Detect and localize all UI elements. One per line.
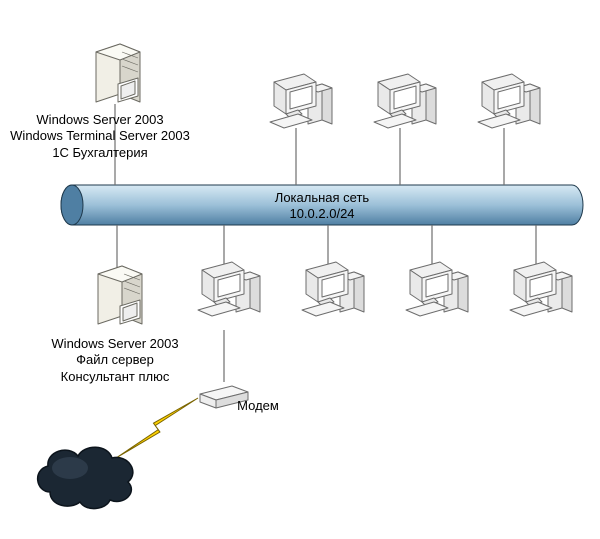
pc-icon <box>196 258 268 328</box>
node-label-srv2: Windows Server 2003Файл серверКонсультан… <box>15 336 215 385</box>
pc-icon <box>508 258 580 328</box>
node-label-line: Windows Server 2003 <box>15 336 215 352</box>
pc-icon <box>300 258 372 328</box>
pc-icon <box>268 70 340 140</box>
bus-label-line2: 10.0.2.0/24 <box>289 206 354 221</box>
node-label-modem: Модем <box>158 398 358 414</box>
node-label-line: 1С Бухгалтерия <box>0 145 200 161</box>
node-label-line: Консультант плюс <box>15 369 215 385</box>
server-icon <box>86 40 156 118</box>
node-label-srv1: Windows Server 2003Windows Terminal Serv… <box>0 112 200 161</box>
pc-icon <box>404 258 476 328</box>
cloud-icon <box>30 442 150 522</box>
pc-icon <box>476 70 548 140</box>
node-label-line: Windows Terminal Server 2003 <box>0 128 200 144</box>
node-label-line: Windows Server 2003 <box>0 112 200 128</box>
node-label-line: Модем <box>158 398 358 414</box>
bus-label-line1: Локальная сеть <box>275 190 370 205</box>
pc-icon <box>372 70 444 140</box>
server-icon <box>88 262 158 340</box>
node-label-line: Файл сервер <box>15 352 215 368</box>
